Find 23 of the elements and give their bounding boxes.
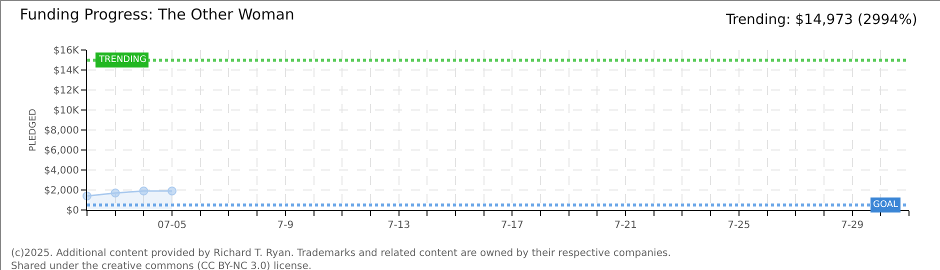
x-tick-label: 7-25 bbox=[728, 220, 750, 231]
y-tick-label: $12K bbox=[53, 86, 80, 96]
y-tick-label: $10K bbox=[53, 106, 80, 116]
y-tick-label: $0 bbox=[66, 206, 79, 216]
chart-title: Funding Progress: The Other Woman bbox=[20, 6, 294, 24]
text: (c)2025. Additional content provided by Richard T. Ryan. Trademarks and related content are owned by their respective companies. bbox=[11, 248, 671, 259]
y-axis-title: PLEDGED bbox=[28, 108, 38, 152]
y-tick-label: $6,000 bbox=[44, 146, 79, 156]
y-tick-label: $14K bbox=[53, 66, 80, 76]
ref-line-label: GOAL bbox=[873, 200, 898, 210]
x-tick-label: 7-17 bbox=[500, 220, 524, 231]
x-tick-label: 7-9 bbox=[277, 220, 294, 231]
y-tick-label: $4,000 bbox=[44, 166, 79, 176]
y-tick-label: $2,000 bbox=[44, 186, 79, 196]
chart-subtitle: Trending: $14,973 (2994%) bbox=[725, 12, 918, 28]
x-tick-label: 7-13 bbox=[387, 220, 410, 231]
x-tick-label: 07-05 bbox=[158, 220, 187, 231]
x-tick-label: 7-21 bbox=[614, 220, 637, 231]
x-tick-label: 7-29 bbox=[840, 220, 864, 231]
ref-line-label: TRENDING bbox=[98, 55, 146, 65]
y-tick-label: $16K bbox=[53, 46, 80, 56]
y-tick-label: $8,000 bbox=[44, 126, 79, 136]
text: Shared under the creative commons (CC BY-NC 3.0) license. bbox=[11, 261, 312, 270]
